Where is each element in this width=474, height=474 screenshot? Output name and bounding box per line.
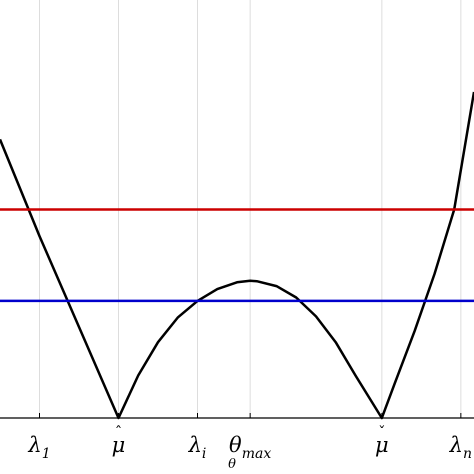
tick-label-lambda1: λ1 [27,433,50,462]
tick-label-mucheck: μ [375,433,389,457]
tick-label-lambdai: λi [188,433,207,462]
tick-label-lambdan: λn [449,433,472,462]
x-axis-label: θ [228,457,236,472]
tick-label-thetamax: θmax [229,433,271,462]
tick-accent-muhat: ˆ [115,423,123,441]
series-curve [0,91,474,420]
tick-label-muhat: μ [112,433,126,457]
tick-accent-mucheck: ˇ [378,423,386,441]
series-layer [0,91,474,420]
